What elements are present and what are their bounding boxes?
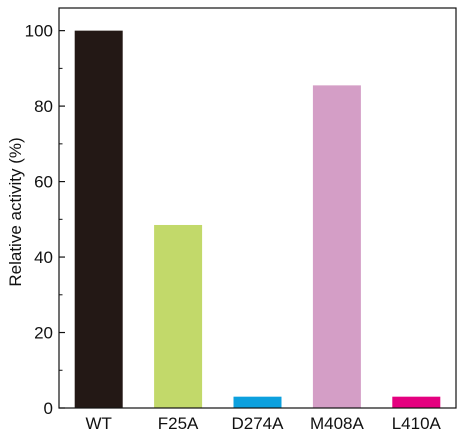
bar-f25a <box>154 224 203 408</box>
bar-m408a <box>312 85 361 408</box>
y-tick-label: 60 <box>34 173 53 192</box>
y-tick-label: 0 <box>44 399 53 418</box>
bar-d274a <box>233 396 282 408</box>
x-tick-label: M408A <box>310 414 365 433</box>
bar-l410a <box>392 396 441 408</box>
y-tick-label: 100 <box>25 22 53 41</box>
y-tick-label: 20 <box>34 324 53 343</box>
plot-frame <box>58 7 457 409</box>
x-tick-label: F25A <box>158 414 199 433</box>
x-tick-label: L410A <box>392 414 442 433</box>
bar-wt <box>74 30 123 408</box>
bars-group <box>74 30 441 408</box>
x-axis-ticks: WT F25A D274A M408A L410A <box>85 414 441 433</box>
x-tick-label: WT <box>85 414 111 433</box>
y-tick-label: 80 <box>34 97 53 116</box>
y-axis-ticks: 0 20 40 60 80 100 <box>25 22 65 418</box>
y-tick-label: 40 <box>34 248 53 267</box>
x-tick-label: D274A <box>232 414 285 433</box>
y-axis-label: Relative activity (%) <box>6 137 25 286</box>
